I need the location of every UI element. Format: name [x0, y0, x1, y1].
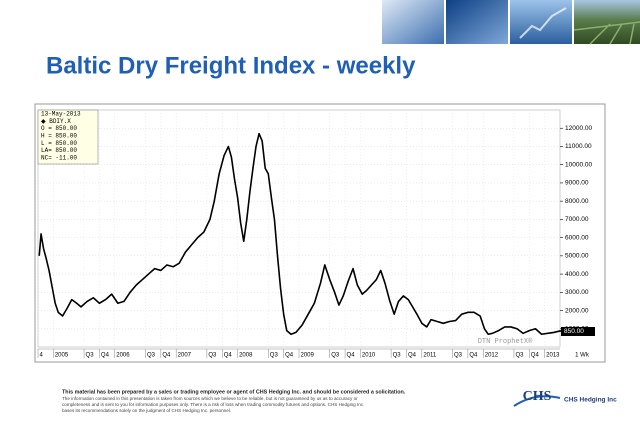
- info-line: H = 850.00: [41, 132, 77, 139]
- y-tick-label: 11000.00: [565, 143, 592, 150]
- x-tick-label: Q3: [270, 353, 279, 359]
- logo-swoosh: [513, 395, 561, 407]
- x-tick-label: Q4: [162, 353, 171, 359]
- slide-title: Baltic Dry Freight Index - weekly: [46, 52, 416, 79]
- x-tick-label: 2011: [423, 353, 437, 359]
- x-tick-label: Q3: [454, 353, 463, 359]
- x-tick-label: Q4: [531, 353, 540, 359]
- y-tick-label: 3000.00: [565, 289, 589, 296]
- x-tick-label: 2012: [485, 353, 499, 359]
- watermark: DTN ProphetX®: [478, 337, 533, 346]
- x-tick-label: 2007: [178, 353, 192, 359]
- info-line: LA= 850.00: [41, 147, 77, 154]
- x-tick-label: Q3: [393, 353, 402, 359]
- x-tick-label: 2005: [55, 353, 69, 359]
- y-tick-label: 9000.00: [565, 180, 589, 187]
- x-tick-label: Q3: [208, 353, 217, 359]
- x-tick-label: 2010: [362, 353, 376, 359]
- x-tick-label: Q4: [469, 353, 478, 359]
- plot: 850.00: [38, 132, 595, 337]
- info-box: [37, 109, 99, 165]
- company-name: CHS Hedging Inc: [564, 397, 617, 404]
- x-tick-label: 2013: [546, 353, 560, 359]
- disclaimer-line: bases its recommendations solely on the …: [62, 408, 231, 413]
- index-line: [38, 132, 567, 336]
- info-line: ◆ BDIY.X: [41, 118, 71, 125]
- y-tick-label: 6000.00: [565, 234, 589, 241]
- footer: This material has been prepared by a sal…: [62, 389, 617, 413]
- y-tick-label: 5000.00: [565, 253, 589, 260]
- x-tick-label: Q3: [86, 353, 95, 359]
- info-line: 13-May-2013: [41, 111, 81, 118]
- disclaimer-title: This material has been prepared by a sal…: [62, 389, 406, 395]
- x-tick-label: Q4: [224, 353, 233, 359]
- x-tick-label: 4: [40, 353, 44, 359]
- last-value-box: [561, 327, 595, 337]
- disclaimer-line: completeness and is sent to you for info…: [62, 402, 364, 407]
- info-line: NC= -11.00: [41, 154, 77, 161]
- x-tick-label: Q3: [147, 353, 156, 359]
- x-tick-label: Q4: [408, 353, 417, 359]
- y-tick-label: 7000.00: [565, 216, 589, 223]
- x-tick-label: 2009: [301, 353, 315, 359]
- disclaimer-line: The information contained in this presen…: [62, 396, 358, 401]
- x-tick-label: Q3: [331, 353, 340, 359]
- header-images: [382, 0, 640, 45]
- interval-label: 1 Wk: [575, 353, 590, 359]
- info-line: O = 850.00: [41, 125, 77, 132]
- last-value-label: 850.00: [564, 328, 584, 335]
- x-tick-label: 2006: [116, 353, 130, 359]
- y-tick-label: 10000.00: [565, 161, 592, 168]
- info-lines: 13-May-2013◆ BDIY.XO = 850.00H = 850.00L…: [41, 111, 81, 162]
- x-tick-label: 2008: [239, 353, 253, 359]
- x-tick-label: Q4: [285, 353, 294, 359]
- x-tick-label: Q4: [101, 353, 110, 359]
- x-tick-label: Q4: [347, 353, 356, 359]
- logo: CHS: [523, 389, 552, 404]
- info-line: L = 850.00: [41, 140, 77, 147]
- y-tick-label: 2000.00: [565, 307, 589, 314]
- x-tick-label: Q3: [515, 353, 524, 359]
- y-tick-label: 12000.00: [565, 125, 592, 132]
- y-tick-label: 8000.00: [565, 198, 589, 205]
- y-tick-label: 4000.00: [565, 271, 589, 278]
